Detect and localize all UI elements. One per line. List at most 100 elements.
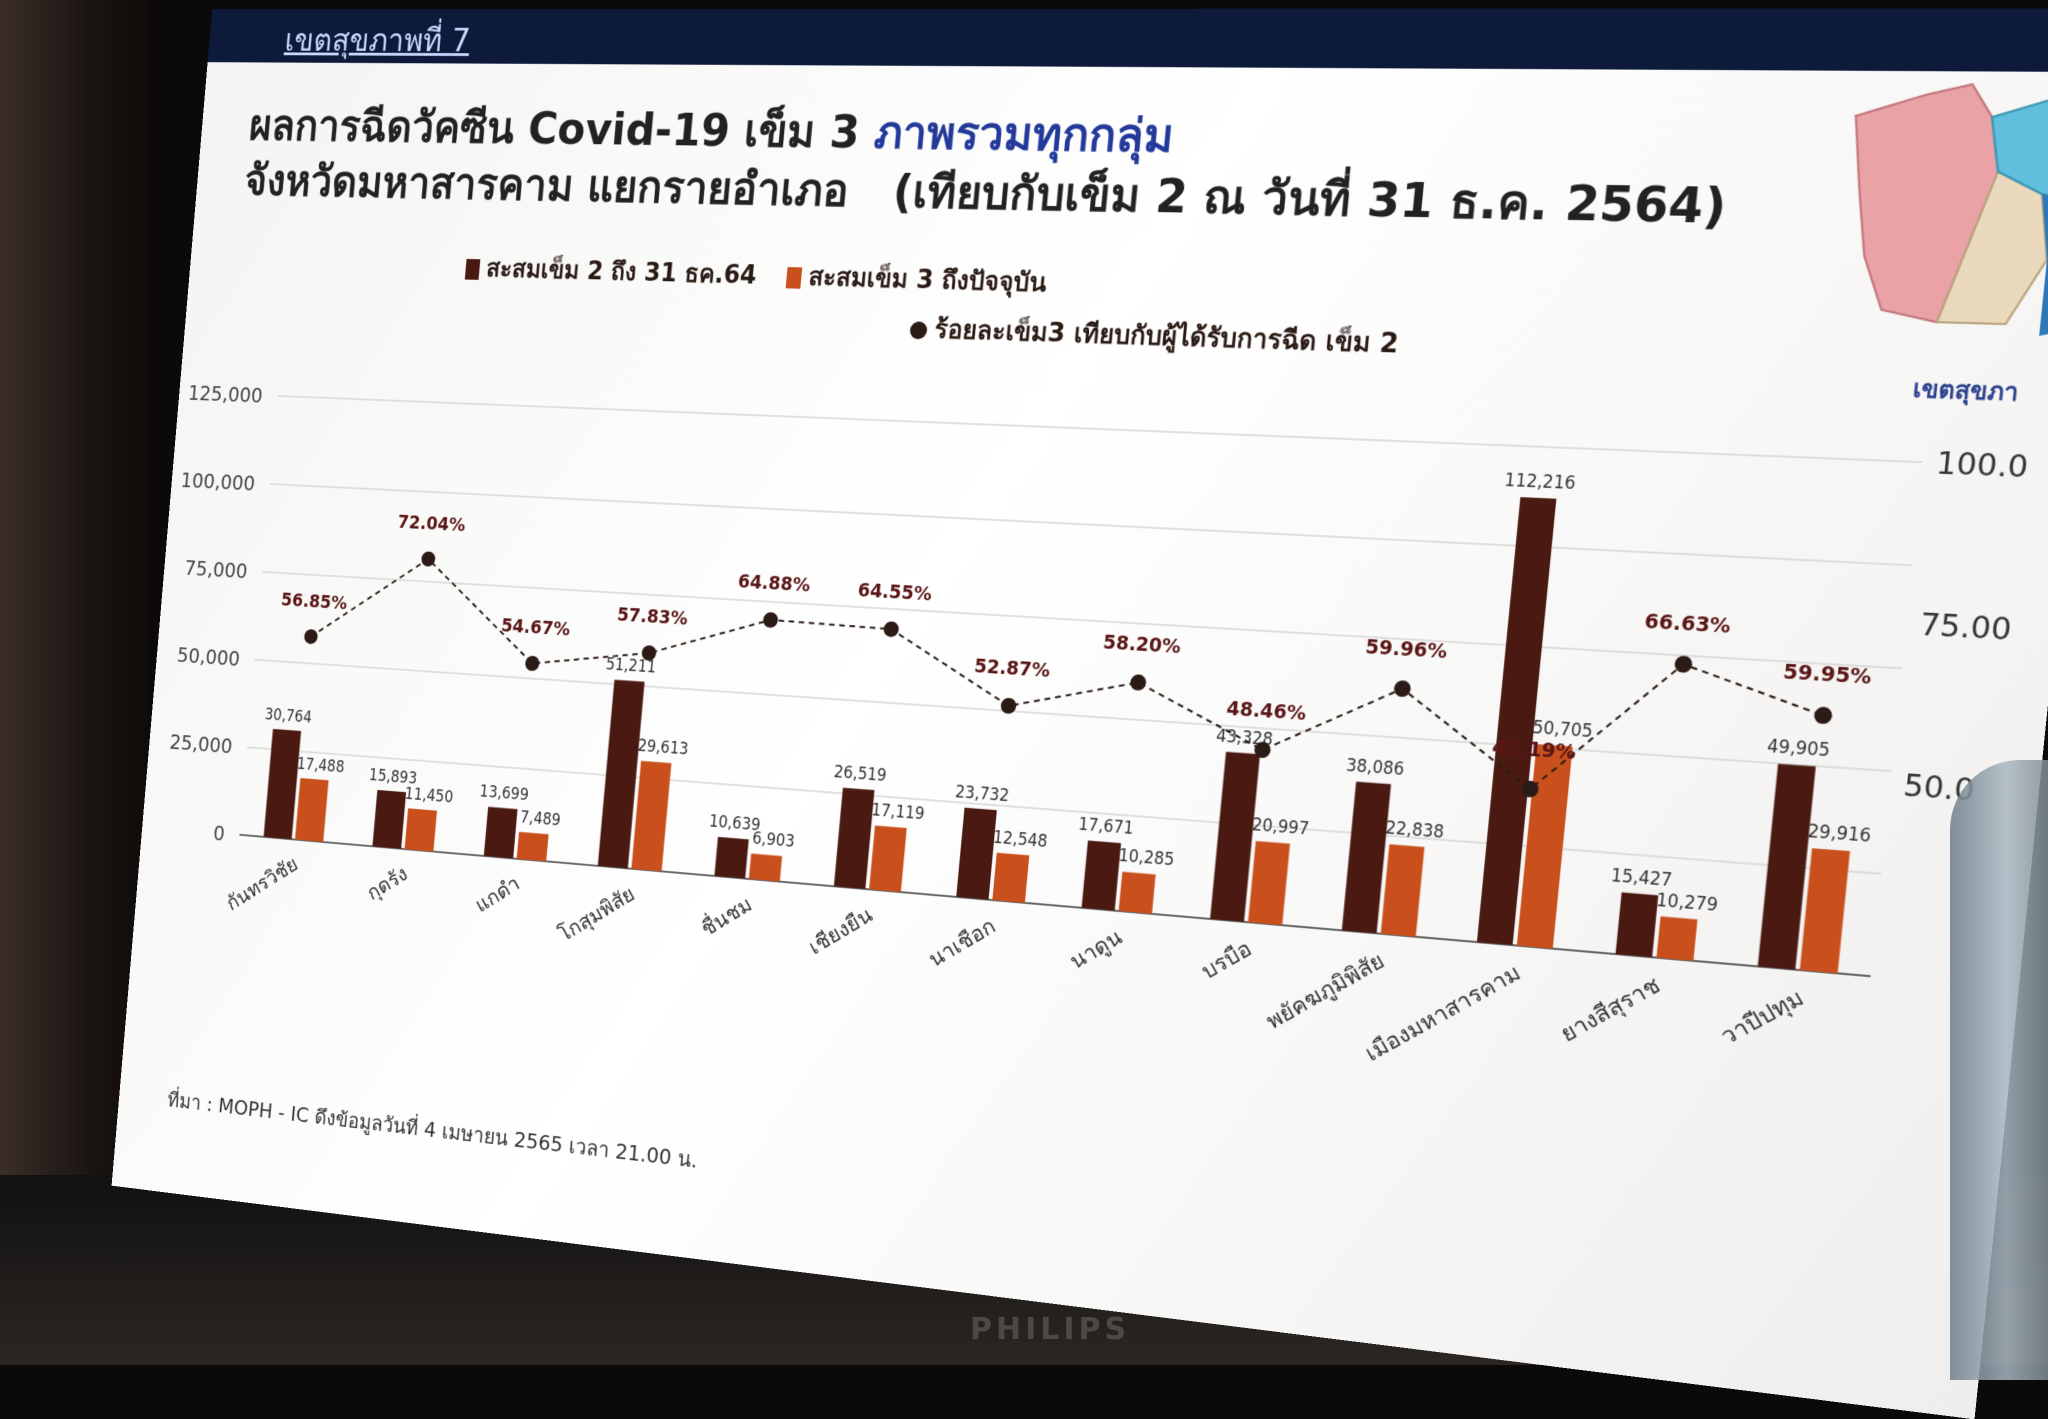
bar-dose2 [956, 807, 997, 900]
x-category-label: โกสุมพิสัย [555, 881, 639, 947]
percent-point [1673, 655, 1693, 674]
bar-dose2 [1081, 840, 1122, 911]
x-category-label: วาปีปทุม [1716, 984, 1809, 1051]
bar-dose3 [404, 808, 438, 852]
percent-label: 64.55% [857, 579, 933, 605]
data-label-dose3: 22,838 [1384, 816, 1445, 842]
data-label-dose2: 10,639 [708, 810, 761, 834]
x-category-label: บรบือ [1197, 935, 1256, 984]
slide: เขตสุขภาพที่ 7 ผลการฉีดวัคซีน Covid-19 เ… [111, 8, 2048, 1419]
percent-point [303, 628, 319, 645]
data-label-dose2: 51,211 [605, 654, 657, 677]
data-label-dose3: 29,613 [637, 735, 689, 759]
y-tick-label: 25,000 [169, 730, 233, 758]
x-category-label: ยางสีสุราช [1556, 971, 1666, 1048]
percent-label: 64.88% [737, 571, 811, 597]
data-label-dose2: 112,216 [1504, 468, 1577, 493]
y-tick-label: 75,000 [184, 556, 249, 583]
bar-dose3 [294, 778, 329, 843]
data-label-dose3: 17,488 [296, 753, 345, 776]
y-tick-label: 125,000 [187, 381, 263, 407]
bar-dose2 [263, 728, 302, 840]
monitor-screen: เขตสุขภาพที่ 7 ผลการฉีดวัคซีน Covid-19 เ… [111, 8, 2048, 1419]
percent-label: 66.63% [1643, 610, 1731, 638]
data-label-dose3: 6,903 [751, 828, 795, 852]
x-category-label: กันทรวิชัย [223, 852, 302, 916]
data-label-dose2: 17,671 [1077, 813, 1134, 838]
bar-dose3 [1118, 871, 1156, 914]
percent-label: 54.67% [500, 615, 571, 640]
x-category-label: เชียงยืน [805, 902, 877, 959]
data-label-dose2: 23,732 [954, 780, 1010, 805]
data-label-dose2: 43,328 [1215, 724, 1274, 749]
data-label-dose3: 20,997 [1251, 813, 1310, 839]
x-category-label: พยัคฆภูมิพิสัย [1262, 947, 1389, 1035]
gridline [255, 660, 1892, 772]
bar-dose3 [748, 853, 783, 882]
x-category-label: นาดูน [1066, 924, 1127, 975]
data-label-dose3: 11,450 [404, 783, 454, 807]
data-label-dose3: 7,489 [519, 807, 561, 830]
x-category-label: นาเชือก [925, 913, 1000, 972]
x-category-label: แกดำ [472, 871, 524, 917]
y-tick-label: 50,000 [176, 643, 241, 670]
percent-point [524, 655, 540, 672]
y-tick-label: 100,000 [180, 469, 256, 496]
data-label-dose3: 29,916 [1807, 819, 1873, 846]
bar-dose2 [714, 836, 749, 879]
data-label-dose2: 26,519 [833, 761, 888, 786]
bar-dose2 [1615, 892, 1659, 958]
data-label-dose2: 49,905 [1766, 734, 1831, 761]
percent-label: 59.95% [1782, 661, 1873, 690]
data-label-dose2: 15,893 [368, 764, 418, 787]
gridline [270, 484, 1912, 565]
percent-label: 48.46% [1225, 698, 1307, 726]
y-tick-label: 0 [212, 821, 225, 845]
data-label-dose3: 12,548 [992, 826, 1048, 851]
data-label-dose3: 17,119 [871, 799, 926, 824]
bar-dose2 [833, 787, 875, 890]
percent-label: 56.85% [280, 590, 348, 615]
percent-point [883, 620, 900, 638]
monitor-brand-logo: PHILIPS [970, 1312, 1131, 1347]
y-right-tick-label: 100.0 [1934, 447, 2029, 485]
bar-dose3 [1380, 844, 1425, 937]
bar-dose3 [992, 852, 1030, 903]
percent-point [1129, 674, 1147, 691]
gridline [277, 396, 1922, 462]
data-label-dose2: 38,086 [1345, 753, 1405, 779]
percent-label: 59.96% [1364, 636, 1448, 664]
bar-dose3 [1799, 848, 1850, 974]
percent-point [1000, 697, 1017, 715]
percent-point [1813, 706, 1833, 725]
y-right-tick-label: 75.00 [1918, 609, 2013, 648]
percent-line [305, 553, 1831, 810]
percent-label: 45.19% [1491, 736, 1577, 765]
data-label-dose3: 10,279 [1655, 888, 1719, 915]
percent-point [762, 611, 779, 629]
data-label-dose2: 15,427 [1610, 863, 1673, 890]
data-label-dose2: 30,764 [264, 704, 313, 727]
percent-label: 72.04% [397, 512, 466, 536]
percent-label: 57.83% [616, 604, 688, 630]
percent-label: 52.87% [973, 655, 1051, 682]
bar-dose2 [372, 789, 407, 849]
bar-dose3 [1248, 840, 1291, 926]
bar-dose2 [1210, 751, 1261, 922]
y-axis-left: 125,000 100,000 75,000 50,000 25,000 0 [169, 381, 264, 845]
data-label-dose2: 13,699 [479, 781, 530, 805]
x-category-label: ชื่นชม [697, 890, 756, 941]
percent-label: 58.20% [1102, 631, 1182, 658]
data-label-dose3: 10,285 [1118, 844, 1176, 870]
chart-plot: 125,000 100,000 75,000 50,000 25,000 0 100.0 7… [169, 381, 2030, 1066]
water-bottle [1950, 760, 2048, 1380]
chart-percent-line: 56.85% 72.04% 54.67% 57.83% 64.88% 64.55% 52.8… [280, 512, 1873, 821]
bar-dose2 [483, 806, 518, 859]
bar-dose3 [869, 825, 907, 893]
bar-dose3 [516, 831, 549, 862]
x-category-label: กุดรัง [363, 861, 411, 906]
data-label-dose3: 50,705 [1532, 716, 1594, 742]
x-category-label: เมืองมหาสารคาม [1361, 959, 1525, 1066]
